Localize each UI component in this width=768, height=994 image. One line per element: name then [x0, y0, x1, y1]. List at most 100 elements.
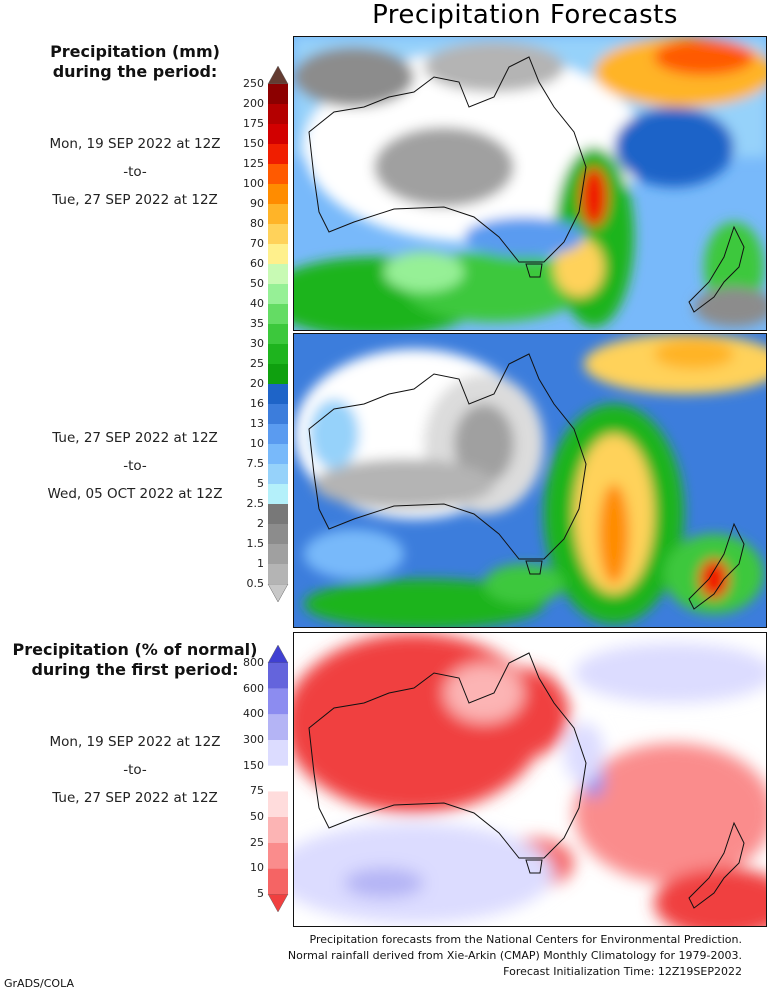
- footer-notes: Precipitation forecasts from the Nationa…: [288, 932, 742, 980]
- scale-swatch: [268, 124, 288, 144]
- footer-line-3: Forecast Initialization Time: 12Z19SEP20…: [503, 965, 742, 978]
- scale-swatch: [268, 791, 288, 817]
- scale-tick-label: 400: [243, 707, 264, 721]
- scale-tick-label: 2.5: [246, 497, 265, 510]
- scale-swatch: [268, 484, 288, 504]
- percent-header-line2: during the first period:: [31, 660, 239, 679]
- scale-tick-label: 5: [257, 887, 264, 900]
- scale-swatch: [268, 324, 288, 344]
- map-panel-percent-normal: [293, 632, 767, 927]
- scale-tick-label: 60: [250, 257, 264, 270]
- scale-swatch: [268, 224, 288, 244]
- scale-swatch: [268, 842, 288, 869]
- period-3-sep: -to-: [123, 762, 147, 778]
- scale-tick-label: 1.5: [246, 537, 265, 550]
- map-panel-period-1: [293, 36, 767, 331]
- scale-tick-label: 7.5: [246, 457, 265, 470]
- scale-swatch: [268, 444, 288, 464]
- scale-swatch: [268, 765, 288, 792]
- amount-header-line1: Precipitation (mm): [50, 42, 220, 61]
- color-scale-bar: [267, 644, 289, 913]
- scale-swatch: [268, 404, 288, 424]
- scale-swatch: [268, 663, 288, 689]
- amount-header: Precipitation (mm) during the period:: [0, 42, 270, 82]
- page-title: Precipitation Forecasts: [372, 0, 678, 30]
- footer-line-2: Normal rainfall derived from Xie-Arkin (…: [287, 949, 742, 962]
- scale-swatch: [268, 868, 288, 894]
- scale-tick-label: 25: [250, 357, 264, 370]
- scale-swatch: [268, 144, 288, 164]
- scale-tick-label: 2: [257, 517, 264, 530]
- period-3-label: Mon, 19 SEP 2022 at 12Z -to- Tue, 27 SEP…: [20, 728, 250, 812]
- period-2-label: Tue, 27 SEP 2022 at 12Z -to- Wed, 05 OCT…: [20, 424, 250, 508]
- scale-tick-label: 30: [250, 337, 264, 350]
- scale-swatch: [268, 544, 288, 564]
- scale-tick-label: 50: [250, 810, 264, 823]
- scale-swatch: [268, 817, 288, 843]
- period-2-from: Tue, 27 SEP 2022 at 12Z: [52, 430, 218, 446]
- scale-tick-label: 5: [257, 477, 264, 490]
- scale-tick-label: 300: [243, 733, 264, 746]
- scale-tick-label: 150: [243, 137, 264, 150]
- scale-tick-label: 40: [250, 297, 264, 310]
- scale-tick-label: 25: [250, 835, 264, 849]
- amount-header-line2: during the period:: [52, 62, 218, 81]
- scale-tick-label: 75: [250, 784, 264, 798]
- scale-tick-label: 600: [243, 681, 264, 695]
- footer-line-1: Precipitation forecasts from the Nationa…: [309, 933, 743, 946]
- scale-swatch: [268, 84, 288, 104]
- scale-tick-label: 50: [250, 277, 264, 290]
- scale-tick-label: 13: [250, 417, 264, 430]
- scale-swatch: [268, 464, 288, 484]
- scale-swatch: [268, 284, 288, 304]
- scale-swatch: [268, 264, 288, 284]
- scale-tick-label: 0.5: [246, 577, 265, 590]
- scale-swatch: [268, 524, 288, 544]
- scale-tick-label: 10: [250, 437, 264, 450]
- scale-swatch: [268, 304, 288, 324]
- credit-label: GrADS/COLA: [4, 977, 74, 990]
- map-panel-period-2: [293, 333, 767, 628]
- scale-swatch: [268, 104, 288, 124]
- scale-swatch: [268, 364, 288, 384]
- scale-tick-label: 16: [250, 397, 264, 410]
- period-1-sep: -to-: [123, 164, 147, 180]
- scale-tick-label: 150: [243, 758, 264, 772]
- scale-tick-label: 70: [250, 237, 264, 250]
- percent-header-line1: Precipitation (% of normal): [12, 640, 258, 659]
- scale-tick-label: 800: [243, 656, 264, 669]
- scale-swatch: [268, 204, 288, 224]
- scale-tick-label: 10: [250, 861, 264, 875]
- scale-tick-label: 80: [250, 217, 264, 230]
- scale-tick-label: 100: [243, 177, 264, 190]
- period-1-label: Mon, 19 SEP 2022 at 12Z -to- Tue, 27 SEP…: [20, 130, 250, 214]
- period-3-to: Tue, 27 SEP 2022 at 12Z: [52, 790, 218, 806]
- scale-tick-label: 250: [243, 77, 264, 90]
- scale-swatch: [268, 184, 288, 204]
- scale-tick-label: 35: [250, 317, 264, 330]
- period-1-to: Tue, 27 SEP 2022 at 12Z: [52, 192, 218, 208]
- scale-swatch: [268, 504, 288, 524]
- scale-swatch: [268, 714, 288, 740]
- period-3-from: Mon, 19 SEP 2022 at 12Z: [49, 734, 221, 750]
- period-1-from: Mon, 19 SEP 2022 at 12Z: [49, 136, 221, 152]
- scale-swatch: [268, 564, 288, 584]
- scale-max-arrow: [267, 644, 289, 664]
- scale-swatch: [268, 244, 288, 264]
- period-2-to: Wed, 05 OCT 2022 at 12Z: [47, 486, 223, 502]
- scale-tick-label: 1: [257, 557, 264, 570]
- scale-swatch: [268, 164, 288, 184]
- scale-tick-label: 90: [250, 197, 264, 210]
- scale-tick-label: 200: [243, 97, 264, 110]
- scale-swatch: [268, 424, 288, 444]
- scale-tick-label: 125: [243, 157, 264, 170]
- scale-swatch: [268, 740, 288, 766]
- percent-header: Precipitation (% of normal) during the f…: [0, 640, 270, 680]
- scale-tick-label: 20: [250, 377, 264, 390]
- period-2-sep: -to-: [123, 458, 147, 474]
- scale-min-arrow: [267, 893, 289, 913]
- scale-swatch: [268, 384, 288, 404]
- scale-swatch: [268, 688, 288, 715]
- scale-tick-label: 175: [243, 117, 264, 130]
- scale-swatch: [268, 344, 288, 364]
